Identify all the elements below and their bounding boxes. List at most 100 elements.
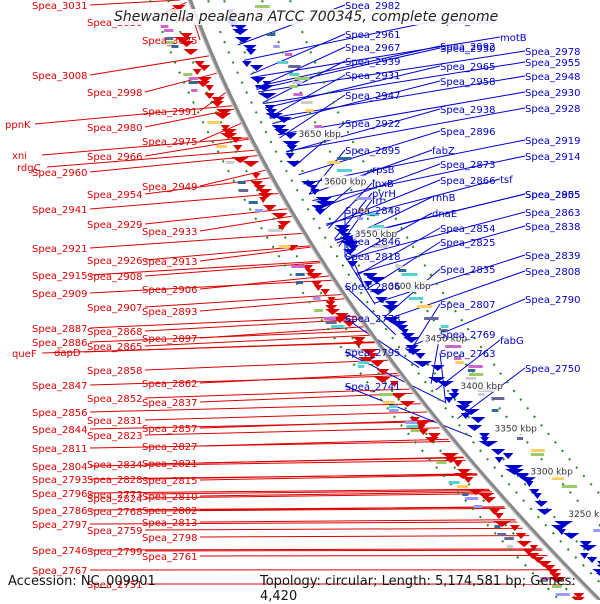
forward-label-connector bbox=[200, 299, 345, 311]
reverse-gene-arrow bbox=[286, 161, 301, 167]
function-block bbox=[441, 325, 449, 328]
function-block bbox=[249, 201, 258, 204]
function-block bbox=[395, 265, 402, 268]
forward-gene-label: Spea_2813 bbox=[142, 518, 197, 529]
function-block bbox=[417, 305, 432, 308]
reverse-gene-label: Spea_2922 bbox=[345, 119, 400, 130]
reverse-gene-arrow bbox=[310, 189, 319, 195]
reverse-gene-label: Spea_2895 bbox=[345, 146, 400, 157]
function-block bbox=[504, 537, 513, 540]
forward-gene-label: Spea_3008 bbox=[32, 71, 87, 82]
forward-gene-label: Spea_2941 bbox=[32, 205, 87, 216]
forward-label-connector bbox=[200, 216, 292, 231]
forward-label-connector bbox=[200, 520, 515, 522]
forward-label-connector bbox=[200, 556, 547, 557]
forward-gene-label: queF bbox=[12, 349, 37, 360]
function-block bbox=[398, 269, 406, 272]
reverse-gene-label: Spea_2931 bbox=[345, 71, 400, 82]
reverse-gene-arrow bbox=[437, 381, 454, 387]
function-block bbox=[239, 189, 248, 192]
reverse-gene-label: rpsB bbox=[372, 165, 395, 176]
forward-gene-arrow bbox=[321, 289, 330, 295]
forward-gene-label: Spea_2827 bbox=[142, 442, 197, 453]
forward-gene-label: Spea_2868 bbox=[87, 327, 142, 338]
forward-gene-label: Spea_2897 bbox=[142, 334, 197, 345]
function-block bbox=[383, 401, 395, 404]
reverse-gene-arrow bbox=[471, 417, 486, 423]
function-block bbox=[517, 437, 523, 440]
forward-label-connector bbox=[145, 412, 427, 420]
reverse-gene-arrow bbox=[315, 209, 326, 215]
forward-gene-label: Spea_2844 bbox=[32, 425, 87, 436]
function-block bbox=[455, 361, 464, 364]
forward-gene-label: Spea_2998 bbox=[87, 88, 142, 99]
function-block bbox=[314, 309, 323, 312]
reverse-gene-arrow bbox=[587, 557, 598, 563]
forward-gene-label: Spea_2909 bbox=[32, 289, 87, 300]
reverse-gene-arrow bbox=[533, 493, 542, 499]
forward-gene-label: Spea_2798 bbox=[142, 533, 197, 544]
reverse-gene-label: Spea_2958 bbox=[440, 77, 495, 88]
scale-label: 3350 kbp bbox=[494, 425, 537, 435]
function-block bbox=[531, 453, 544, 456]
function-block bbox=[255, 5, 270, 8]
reverse-gene-label: Spea_2961 bbox=[345, 30, 400, 41]
reverse-gene-label: Spea_2930 bbox=[525, 88, 580, 99]
forward-gene-label: Spea_2804 bbox=[32, 462, 87, 473]
forward-gene-arrow bbox=[463, 477, 473, 483]
reverse-gene-arrow bbox=[525, 481, 533, 487]
function-block bbox=[436, 461, 446, 464]
reverse-gene-arrow bbox=[467, 425, 483, 431]
forward-gene-label: Spea_2831 bbox=[87, 416, 142, 427]
reverse-gene-label: Spea_2967 bbox=[345, 43, 400, 54]
forward-gene-label: Spea_2834 bbox=[87, 460, 142, 471]
forward-label-connector bbox=[200, 276, 330, 289]
function-block bbox=[466, 377, 477, 380]
function-block bbox=[469, 373, 483, 376]
function-block bbox=[313, 297, 321, 300]
scale-label: 3300 kbp bbox=[530, 467, 573, 477]
reverse-gene-arrow bbox=[258, 93, 277, 99]
reverse-gene-label: Spea_2939 bbox=[345, 57, 400, 68]
function-block bbox=[491, 397, 504, 400]
reverse-gene-label: Spea_2807 bbox=[440, 300, 495, 311]
forward-gene-arrow bbox=[183, 49, 198, 55]
forward-gene-arrow bbox=[193, 69, 202, 75]
function-block bbox=[278, 61, 288, 64]
function-block bbox=[358, 361, 369, 364]
reverse-gene-label: Spea_2873 bbox=[440, 160, 495, 171]
forward-label-connector bbox=[90, 0, 180, 5]
reverse-gene-arrow bbox=[563, 533, 579, 539]
function-block bbox=[371, 225, 384, 228]
forward-gene-arrow bbox=[453, 461, 462, 467]
function-block bbox=[292, 81, 302, 84]
function-block bbox=[291, 265, 305, 268]
function-block bbox=[405, 421, 417, 424]
function-block bbox=[207, 121, 219, 124]
reverse-gene-arrow bbox=[285, 153, 294, 159]
reverse-gene-label: Spea_2763 bbox=[440, 349, 495, 360]
forward-gene-label: Spea_2908 bbox=[87, 272, 142, 283]
reverse-gene-label: Spea_2848 bbox=[345, 206, 400, 217]
reverse-gene-arrow bbox=[535, 501, 548, 507]
function-block bbox=[293, 93, 302, 96]
function-block bbox=[226, 161, 234, 164]
function-block bbox=[379, 393, 393, 396]
reverse-gene-arrow bbox=[413, 361, 432, 367]
forward-gene-label: Spea_3025 bbox=[142, 36, 197, 47]
reverse-gene-label: Spea_2790 bbox=[525, 295, 580, 306]
forward-gene-label: Spea_2773 bbox=[87, 490, 142, 501]
forward-gene-label: Spea_2761 bbox=[142, 552, 197, 563]
function-block bbox=[337, 169, 352, 172]
forward-gene-arrow bbox=[494, 513, 504, 519]
forward-gene-arrow bbox=[214, 113, 231, 119]
forward-gene-label: Spea_2810 bbox=[142, 492, 197, 503]
forward-gene-arrow bbox=[252, 173, 261, 179]
function-block bbox=[296, 273, 305, 276]
forward-label-connector bbox=[90, 56, 209, 75]
function-block bbox=[255, 209, 263, 212]
forward-gene-label: Spea_2802 bbox=[142, 506, 197, 517]
scale-label: 3600 kbp bbox=[324, 178, 367, 188]
forward-gene-label: Spea_2913 bbox=[142, 257, 197, 268]
